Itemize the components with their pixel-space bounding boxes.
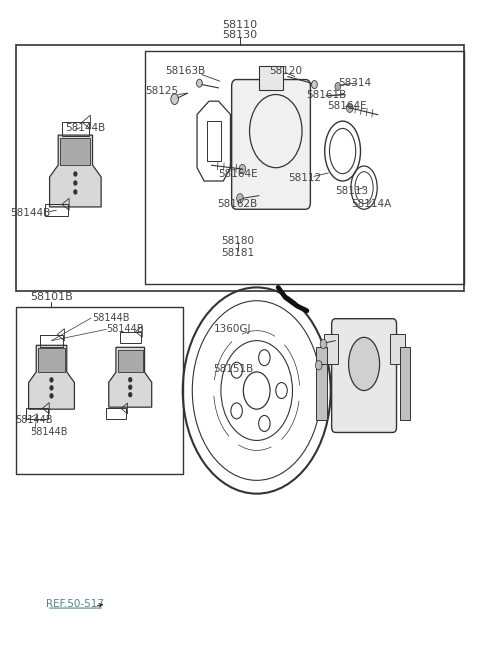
Polygon shape [49, 135, 101, 207]
Text: 58181: 58181 [221, 248, 254, 258]
Text: 58180: 58180 [221, 236, 254, 246]
Bar [316, 347, 327, 420]
Circle shape [50, 394, 53, 398]
Text: 58113: 58113 [336, 186, 369, 196]
Text: 58130: 58130 [222, 29, 258, 39]
Polygon shape [29, 345, 74, 409]
Circle shape [335, 83, 341, 91]
Circle shape [197, 79, 202, 88]
Polygon shape [60, 138, 90, 165]
Circle shape [312, 81, 317, 89]
Polygon shape [38, 348, 65, 372]
Text: 58120: 58120 [269, 66, 302, 76]
Text: 58144B: 58144B [30, 427, 68, 437]
Circle shape [74, 190, 77, 194]
Circle shape [129, 377, 132, 381]
Circle shape [239, 164, 246, 174]
Circle shape [171, 94, 179, 104]
Text: 58164E: 58164E [218, 170, 257, 179]
Polygon shape [109, 347, 152, 407]
Text: 58144B: 58144B [92, 313, 130, 323]
FancyBboxPatch shape [232, 79, 311, 209]
Text: 58314: 58314 [338, 77, 371, 88]
Text: 58144B: 58144B [106, 325, 143, 335]
Circle shape [50, 386, 53, 390]
Bar [144, 51, 464, 284]
Circle shape [237, 194, 243, 203]
Bar [324, 334, 338, 364]
Circle shape [347, 103, 353, 112]
Text: 1360GJ: 1360GJ [214, 324, 252, 334]
Text: 58114A: 58114A [351, 199, 391, 209]
Circle shape [129, 393, 132, 397]
Text: REF.50-517: REF.50-517 [47, 599, 104, 609]
Circle shape [74, 181, 77, 185]
Text: 58163B: 58163B [165, 66, 205, 76]
Text: 58162B: 58162B [217, 199, 258, 209]
FancyBboxPatch shape [332, 319, 396, 432]
Ellipse shape [348, 337, 380, 391]
Text: 58112: 58112 [288, 172, 321, 182]
Text: 58110: 58110 [222, 19, 258, 29]
Text: 58164E: 58164E [327, 101, 367, 111]
Bar [259, 66, 283, 90]
Circle shape [320, 339, 327, 349]
Text: 58144B: 58144B [65, 123, 105, 133]
Circle shape [129, 385, 132, 389]
Circle shape [50, 378, 53, 382]
Bar [16, 307, 183, 474]
Text: 58101B: 58101B [30, 293, 73, 303]
Bar [16, 45, 464, 291]
Text: 58125: 58125 [144, 86, 178, 96]
Bar [400, 347, 410, 420]
Text: 58151B: 58151B [213, 363, 253, 373]
Bar [390, 334, 405, 364]
Text: 58144B: 58144B [15, 415, 53, 426]
Circle shape [315, 361, 322, 370]
Text: 58144B: 58144B [10, 208, 50, 218]
Polygon shape [118, 350, 143, 372]
Circle shape [74, 172, 77, 176]
Text: 58161B: 58161B [306, 90, 346, 100]
